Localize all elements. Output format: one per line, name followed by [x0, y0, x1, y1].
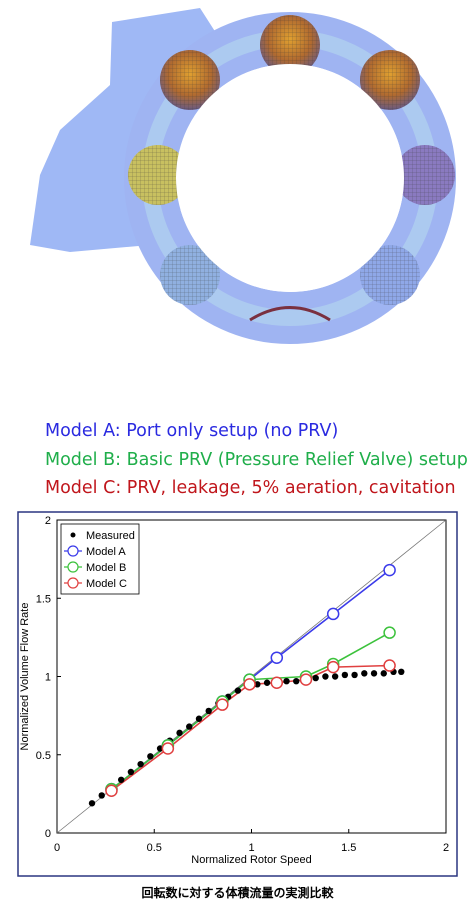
measured-point — [322, 673, 329, 680]
chart-border — [17, 511, 458, 877]
model-c-desc: Model C: PRV, leakage, 5% aeration, cavi… — [45, 478, 456, 498]
legend-marker — [70, 532, 76, 538]
marker — [243, 678, 256, 691]
measured-point — [331, 673, 339, 680]
legend-marker — [67, 577, 79, 589]
marker — [270, 676, 284, 690]
measured-point — [117, 776, 125, 783]
pump-image — [30, 8, 456, 344]
measured-point — [98, 792, 105, 799]
marker — [105, 784, 118, 797]
measured-point — [370, 670, 378, 677]
marker — [326, 660, 340, 674]
x-tick-label: 1.5 — [341, 842, 356, 854]
legend-label: Measured — [86, 530, 135, 542]
measured-point — [283, 677, 290, 685]
measured-point — [293, 677, 300, 685]
marker — [383, 563, 396, 577]
y-axis-label: Normalized Volume Flow Rate — [19, 603, 31, 751]
marker — [383, 659, 396, 672]
y-tick-label: 0.5 — [36, 750, 51, 762]
measured-point — [312, 674, 319, 682]
x-axis-label: Normalized Rotor Speed — [191, 854, 311, 866]
measured-point — [127, 768, 135, 776]
legend-label: Model B — [86, 562, 126, 574]
measured-point — [234, 687, 242, 694]
series-line — [110, 631, 390, 790]
caption: 回転数に対する体積流量の実測比較 — [141, 886, 334, 900]
x-tick-label: 2 — [443, 842, 449, 854]
bore — [176, 64, 404, 292]
legend-marker — [67, 545, 79, 557]
x-tick-label: 0 — [54, 842, 60, 854]
legend-label: Model C — [86, 578, 127, 590]
marker — [216, 698, 229, 711]
measured-point — [263, 679, 271, 686]
measured-point — [351, 671, 358, 679]
marker — [299, 673, 313, 686]
marker — [326, 607, 340, 621]
model-a-desc: Model A: Port only setup (no PRV) — [45, 421, 339, 441]
measured-point — [186, 723, 193, 730]
measured-point — [341, 671, 349, 679]
legend-marker — [67, 561, 79, 573]
marker — [383, 626, 396, 639]
y-tick-label: 0 — [45, 828, 51, 840]
legend-label: Model A — [86, 546, 126, 558]
y-tick-label: 1.5 — [36, 593, 51, 605]
y-tick-label: 2 — [45, 515, 51, 527]
measured-point — [88, 800, 96, 807]
measured-point — [380, 670, 387, 677]
measured-point — [147, 753, 154, 760]
marker — [270, 651, 284, 664]
measured-point — [176, 729, 183, 737]
measured-point — [398, 668, 405, 676]
y-tick-label: 1 — [45, 672, 51, 684]
measured-point — [361, 670, 368, 677]
measured-point — [195, 715, 203, 722]
x-tick-label: 0.5 — [147, 842, 162, 854]
gear-teeth — [128, 15, 455, 322]
measured-point — [137, 760, 144, 768]
model-b-desc: Model B: Basic PRV (Pressure Relief Valv… — [45, 450, 468, 470]
measured-point — [156, 745, 164, 752]
x-tick-label: 1 — [248, 842, 254, 854]
chart: 0 0.5 1 1.5 2 0 0.5 1 1.5 2 Normalized Rotor Speed… — [17, 511, 458, 877]
marker — [161, 742, 175, 755]
measured-point — [254, 681, 261, 688]
measured-point — [205, 707, 212, 715]
